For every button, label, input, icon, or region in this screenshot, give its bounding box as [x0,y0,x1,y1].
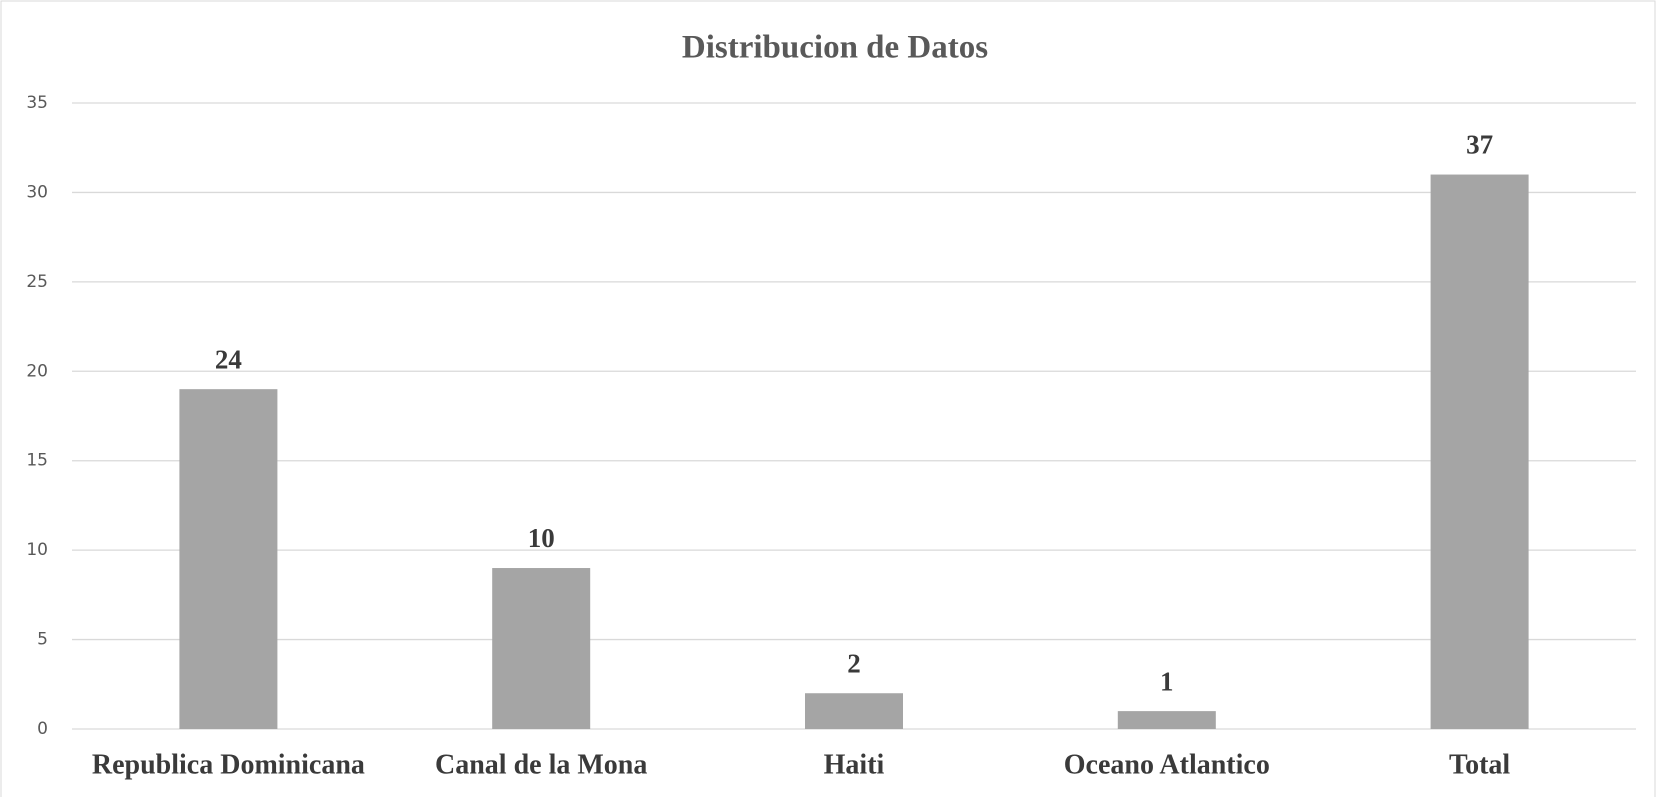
x-tick-label: Haiti [824,749,885,780]
y-tick-label: 15 [26,451,48,471]
y-tick-label: 0 [37,719,48,739]
bar [179,389,278,729]
data-label: 24 [215,344,242,374]
x-tick-label: Oceano Atlantico [1064,749,1270,780]
y-tick-label: 20 [26,361,48,381]
y-tick-label: 10 [26,540,48,560]
bar [1430,174,1529,730]
bar [492,568,591,729]
data-label: 10 [528,523,555,553]
x-tick-label: Canal de la Mona [435,749,647,780]
data-label: 2 [847,648,861,678]
data-label: 1 [1160,666,1174,696]
chart-title: Distribucion de Datos [682,30,988,66]
data-label: 37 [1466,130,1493,160]
y-tick-label: 25 [26,272,48,292]
bar [1117,711,1216,729]
x-tick-label: Total [1449,749,1510,780]
y-tick-label: 30 [26,182,48,202]
y-tick-label: 5 [37,630,48,650]
bar [805,693,903,729]
y-tick-label: 35 [26,93,48,113]
x-tick-label: Republica Dominicana [92,749,365,780]
